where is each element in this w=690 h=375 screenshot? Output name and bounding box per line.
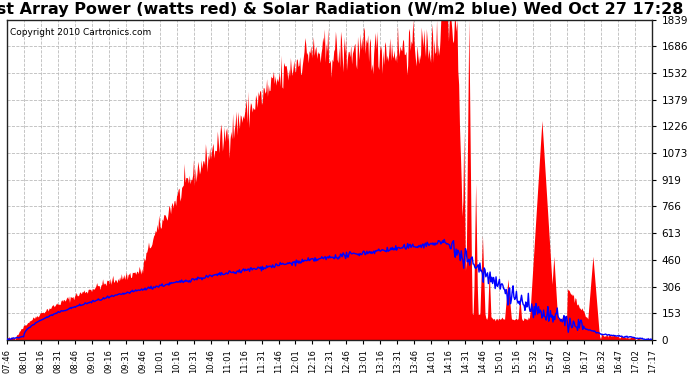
Title: East Array Power (watts red) & Solar Radiation (W/m2 blue) Wed Oct 27 17:28: East Array Power (watts red) & Solar Rad…: [0, 2, 684, 17]
Text: Copyright 2010 Cartronics.com: Copyright 2010 Cartronics.com: [10, 28, 151, 37]
